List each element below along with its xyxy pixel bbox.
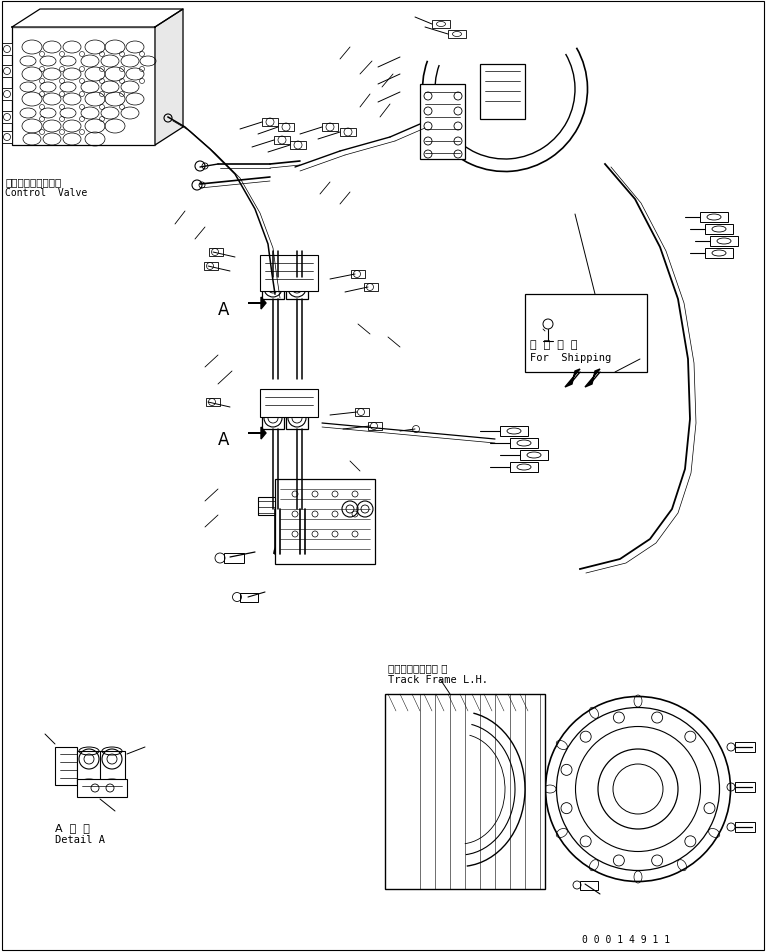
Bar bbox=[735, 823, 755, 832]
Bar bbox=[432, 21, 450, 29]
Text: A: A bbox=[218, 430, 229, 448]
Bar bbox=[735, 743, 755, 752]
Text: A  詳  細: A 詳 細 bbox=[55, 823, 90, 832]
Bar bbox=[286, 278, 308, 300]
Bar bbox=[2, 44, 12, 56]
Bar bbox=[2, 89, 12, 101]
Bar bbox=[340, 129, 356, 137]
Bar bbox=[700, 213, 728, 223]
Bar bbox=[510, 439, 538, 448]
Bar bbox=[260, 389, 318, 418]
Polygon shape bbox=[155, 10, 183, 146]
Text: Track Frame L.H.: Track Frame L.H. bbox=[388, 674, 488, 684]
Bar bbox=[275, 480, 375, 565]
Bar bbox=[705, 225, 733, 235]
Bar bbox=[55, 747, 77, 785]
Text: Detail A: Detail A bbox=[55, 834, 105, 844]
Bar bbox=[368, 423, 382, 430]
Bar bbox=[364, 284, 378, 291]
Bar bbox=[12, 28, 155, 146]
Text: A: A bbox=[218, 301, 229, 319]
Bar bbox=[580, 881, 598, 890]
Polygon shape bbox=[585, 369, 600, 387]
Bar bbox=[262, 407, 284, 429]
Bar bbox=[735, 783, 755, 792]
Bar bbox=[224, 553, 244, 564]
Bar bbox=[290, 142, 306, 149]
Text: 0 0 0 1 4 9 1 1: 0 0 0 1 4 9 1 1 bbox=[582, 934, 670, 944]
Bar bbox=[2, 132, 12, 144]
Bar bbox=[286, 407, 308, 429]
Polygon shape bbox=[12, 10, 183, 28]
Bar bbox=[385, 694, 545, 889]
Bar bbox=[100, 751, 125, 783]
Bar bbox=[209, 248, 223, 257]
Bar bbox=[705, 248, 733, 259]
Bar bbox=[262, 119, 278, 127]
Bar bbox=[77, 751, 102, 783]
Bar bbox=[355, 408, 369, 417]
Polygon shape bbox=[248, 427, 266, 440]
Bar bbox=[258, 498, 275, 515]
Bar bbox=[420, 85, 465, 160]
Text: コントロールバルブ: コントロールバルブ bbox=[5, 177, 61, 187]
Text: Control  Valve: Control Valve bbox=[5, 188, 87, 198]
Bar bbox=[2, 112, 12, 124]
Text: トラックフレーム 左: トラックフレーム 左 bbox=[388, 663, 447, 672]
Text: For  Shipping: For Shipping bbox=[530, 352, 611, 363]
Bar bbox=[240, 593, 258, 603]
Polygon shape bbox=[248, 298, 266, 309]
Bar bbox=[500, 426, 528, 437]
Bar bbox=[322, 124, 338, 132]
Bar bbox=[278, 124, 294, 132]
Bar bbox=[206, 399, 220, 407]
Polygon shape bbox=[565, 369, 580, 387]
Bar bbox=[510, 463, 538, 472]
Bar bbox=[525, 295, 647, 372]
Bar bbox=[2, 66, 12, 78]
Bar bbox=[710, 237, 738, 247]
Bar bbox=[274, 137, 290, 145]
Bar bbox=[262, 278, 284, 300]
Bar bbox=[204, 263, 218, 270]
Text: 運  携  部  品: 運 携 部 品 bbox=[530, 340, 578, 349]
Bar bbox=[260, 256, 318, 291]
Bar bbox=[480, 65, 525, 120]
Bar bbox=[351, 270, 365, 279]
Bar bbox=[448, 31, 466, 39]
Bar bbox=[77, 779, 127, 797]
Bar bbox=[520, 450, 548, 461]
